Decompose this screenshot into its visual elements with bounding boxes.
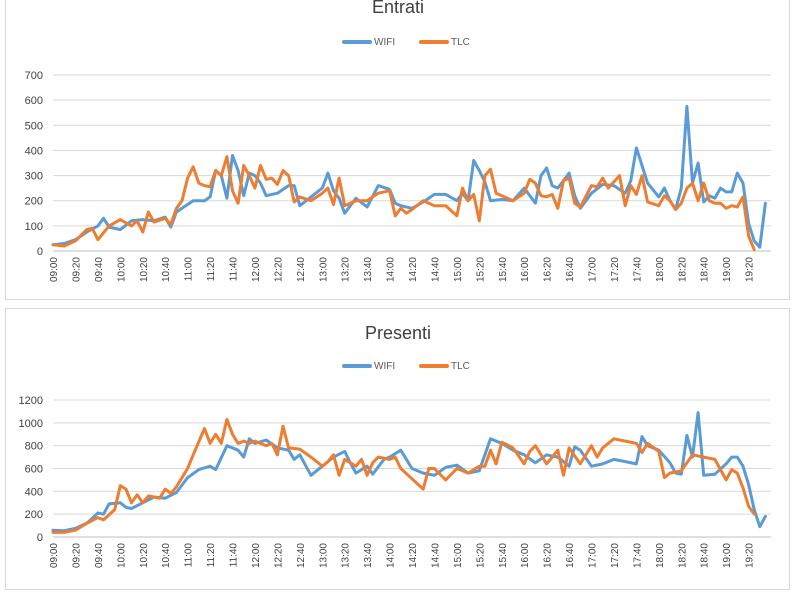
y-tick-label: 600 — [25, 95, 43, 107]
y-tick-label: 400 — [25, 145, 43, 157]
x-tick-label: 09:00 — [49, 257, 60, 282]
y-tick-label: 500 — [25, 120, 43, 132]
x-tick-label: 13:00 — [318, 257, 329, 282]
x-tick-label: 10:40 — [161, 543, 172, 568]
x-tick-label: 09:40 — [94, 543, 105, 568]
x-tick-label: 15:40 — [498, 257, 509, 282]
chart-presenti: Presenti WIFI TLC 0 200 400 600 800 1000 1200 09:0… — [19, 323, 771, 568]
x-tick-label: 19:00 — [722, 543, 733, 568]
legend-label-wifi: WIFI — [374, 361, 395, 372]
x-tick-label: 10:00 — [116, 257, 127, 282]
y-tick-label: 600 — [25, 464, 43, 476]
x-tick-label: 18:40 — [700, 257, 711, 282]
x-tick-label: 12:20 — [273, 257, 284, 282]
x-tick-label: 14:20 — [408, 257, 419, 282]
x-tick-label: 13:20 — [341, 543, 352, 568]
y-tick-label: 1000 — [19, 418, 43, 430]
x-tick-label: 11:40 — [229, 543, 240, 568]
y-tick-label: 1200 — [19, 395, 43, 407]
x-tick-label: 15:20 — [475, 543, 486, 568]
x-tick-label: 14:40 — [430, 543, 441, 568]
y-tick-label: 0 — [37, 246, 43, 258]
x-tick-label: 11:00 — [184, 257, 195, 282]
x-tick-label: 14:40 — [430, 257, 441, 282]
y-tick-label: 0 — [37, 532, 43, 544]
x-tick-label: 17:00 — [588, 543, 599, 568]
x-tick-label: 19:20 — [745, 543, 756, 568]
x-tick-label: 17:40 — [632, 257, 643, 282]
series-line-tlc — [51, 417, 756, 534]
legend-label-tlc: TLC — [451, 37, 470, 48]
chart-title: Presenti — [365, 323, 431, 343]
x-tick-label: 18:20 — [677, 543, 688, 568]
chart-panel-presenti: Presenti WIFI TLC 0 200 400 600 800 1000 1200 09:0… — [5, 308, 790, 590]
x-tick-label: 16:40 — [565, 257, 576, 282]
x-tick-label: 11:00 — [184, 543, 195, 568]
legend: WIFI TLC — [342, 361, 470, 372]
x-tick-label: 12:00 — [251, 257, 262, 282]
x-tick-label: 16:20 — [543, 543, 554, 568]
x-tick-label: 15:40 — [498, 543, 509, 568]
x-tick-label: 17:20 — [610, 257, 621, 282]
chart-title: Entrati — [372, 0, 424, 17]
series-line-wifi — [51, 411, 767, 533]
x-tick-label: 13:40 — [363, 543, 374, 568]
x-tick-label: 16:00 — [520, 257, 531, 282]
x-tick-label: 15:00 — [453, 543, 464, 568]
legend: WIFI TLC — [342, 37, 470, 48]
legend-label-wifi: WIFI — [374, 37, 395, 48]
x-tick-label: 18:40 — [700, 543, 711, 568]
x-tick-label: 19:00 — [722, 257, 733, 282]
x-tick-label: 16:00 — [520, 543, 531, 568]
y-tick-label: 800 — [25, 441, 43, 453]
chart-entrati: Entrati WIFI TLC 0 100 200 300 400 500 600 700 09:0… — [25, 0, 771, 282]
x-tick-label: 14:00 — [386, 543, 397, 568]
x-tick-label: 09:20 — [71, 543, 82, 568]
x-tick-label: 15:20 — [475, 257, 486, 282]
x-tick-label: 12:40 — [296, 543, 307, 568]
x-tick-label: 13:20 — [341, 257, 352, 282]
x-tick-label: 14:20 — [408, 543, 419, 568]
x-tick-label: 14:00 — [386, 257, 397, 282]
x-tick-label: 18:00 — [655, 257, 666, 282]
x-tick-label: 10:20 — [139, 543, 150, 568]
y-tick-label: 700 — [25, 70, 43, 82]
x-tick-label: 16:40 — [565, 543, 576, 568]
y-tick-label: 200 — [25, 196, 43, 208]
x-tick-label: 17:20 — [610, 543, 621, 568]
x-tick-label: 12:00 — [251, 543, 262, 568]
x-tick-label: 15:00 — [453, 257, 464, 282]
x-tick-label: 10:20 — [139, 257, 150, 282]
x-tick-label: 11:20 — [206, 543, 217, 568]
x-tick-label: 17:40 — [632, 543, 643, 568]
x-tick-label: 10:40 — [161, 257, 172, 282]
legend-label-tlc: TLC — [451, 361, 470, 372]
x-tick-label: 12:20 — [273, 543, 284, 568]
x-tick-label: 12:40 — [296, 257, 307, 282]
series-line-tlc — [51, 155, 756, 252]
x-tick-label: 18:00 — [655, 543, 666, 568]
y-tick-label: 400 — [25, 486, 43, 498]
x-tick-label: 09:40 — [94, 257, 105, 282]
y-tick-label: 200 — [25, 509, 43, 521]
x-tick-label: 16:20 — [543, 257, 554, 282]
x-tick-label: 13:40 — [363, 257, 374, 282]
x-tick-label: 09:00 — [49, 543, 60, 568]
x-tick-label: 19:20 — [745, 257, 756, 282]
x-tick-label: 18:20 — [677, 257, 688, 282]
series-line-wifi — [51, 104, 767, 249]
x-tick-label: 17:00 — [588, 257, 599, 282]
x-tick-label: 09:20 — [71, 257, 82, 282]
y-tick-label: 100 — [25, 221, 43, 233]
x-tick-label: 10:00 — [116, 543, 127, 568]
x-tick-label: 13:00 — [318, 543, 329, 568]
x-tick-label: 11:20 — [206, 257, 217, 282]
x-tick-label: 11:40 — [229, 257, 240, 282]
y-tick-label: 300 — [25, 171, 43, 183]
chart-panel-entrati: Entrati WIFI TLC 0 100 200 300 400 500 600 700 09:0… — [5, 0, 790, 300]
